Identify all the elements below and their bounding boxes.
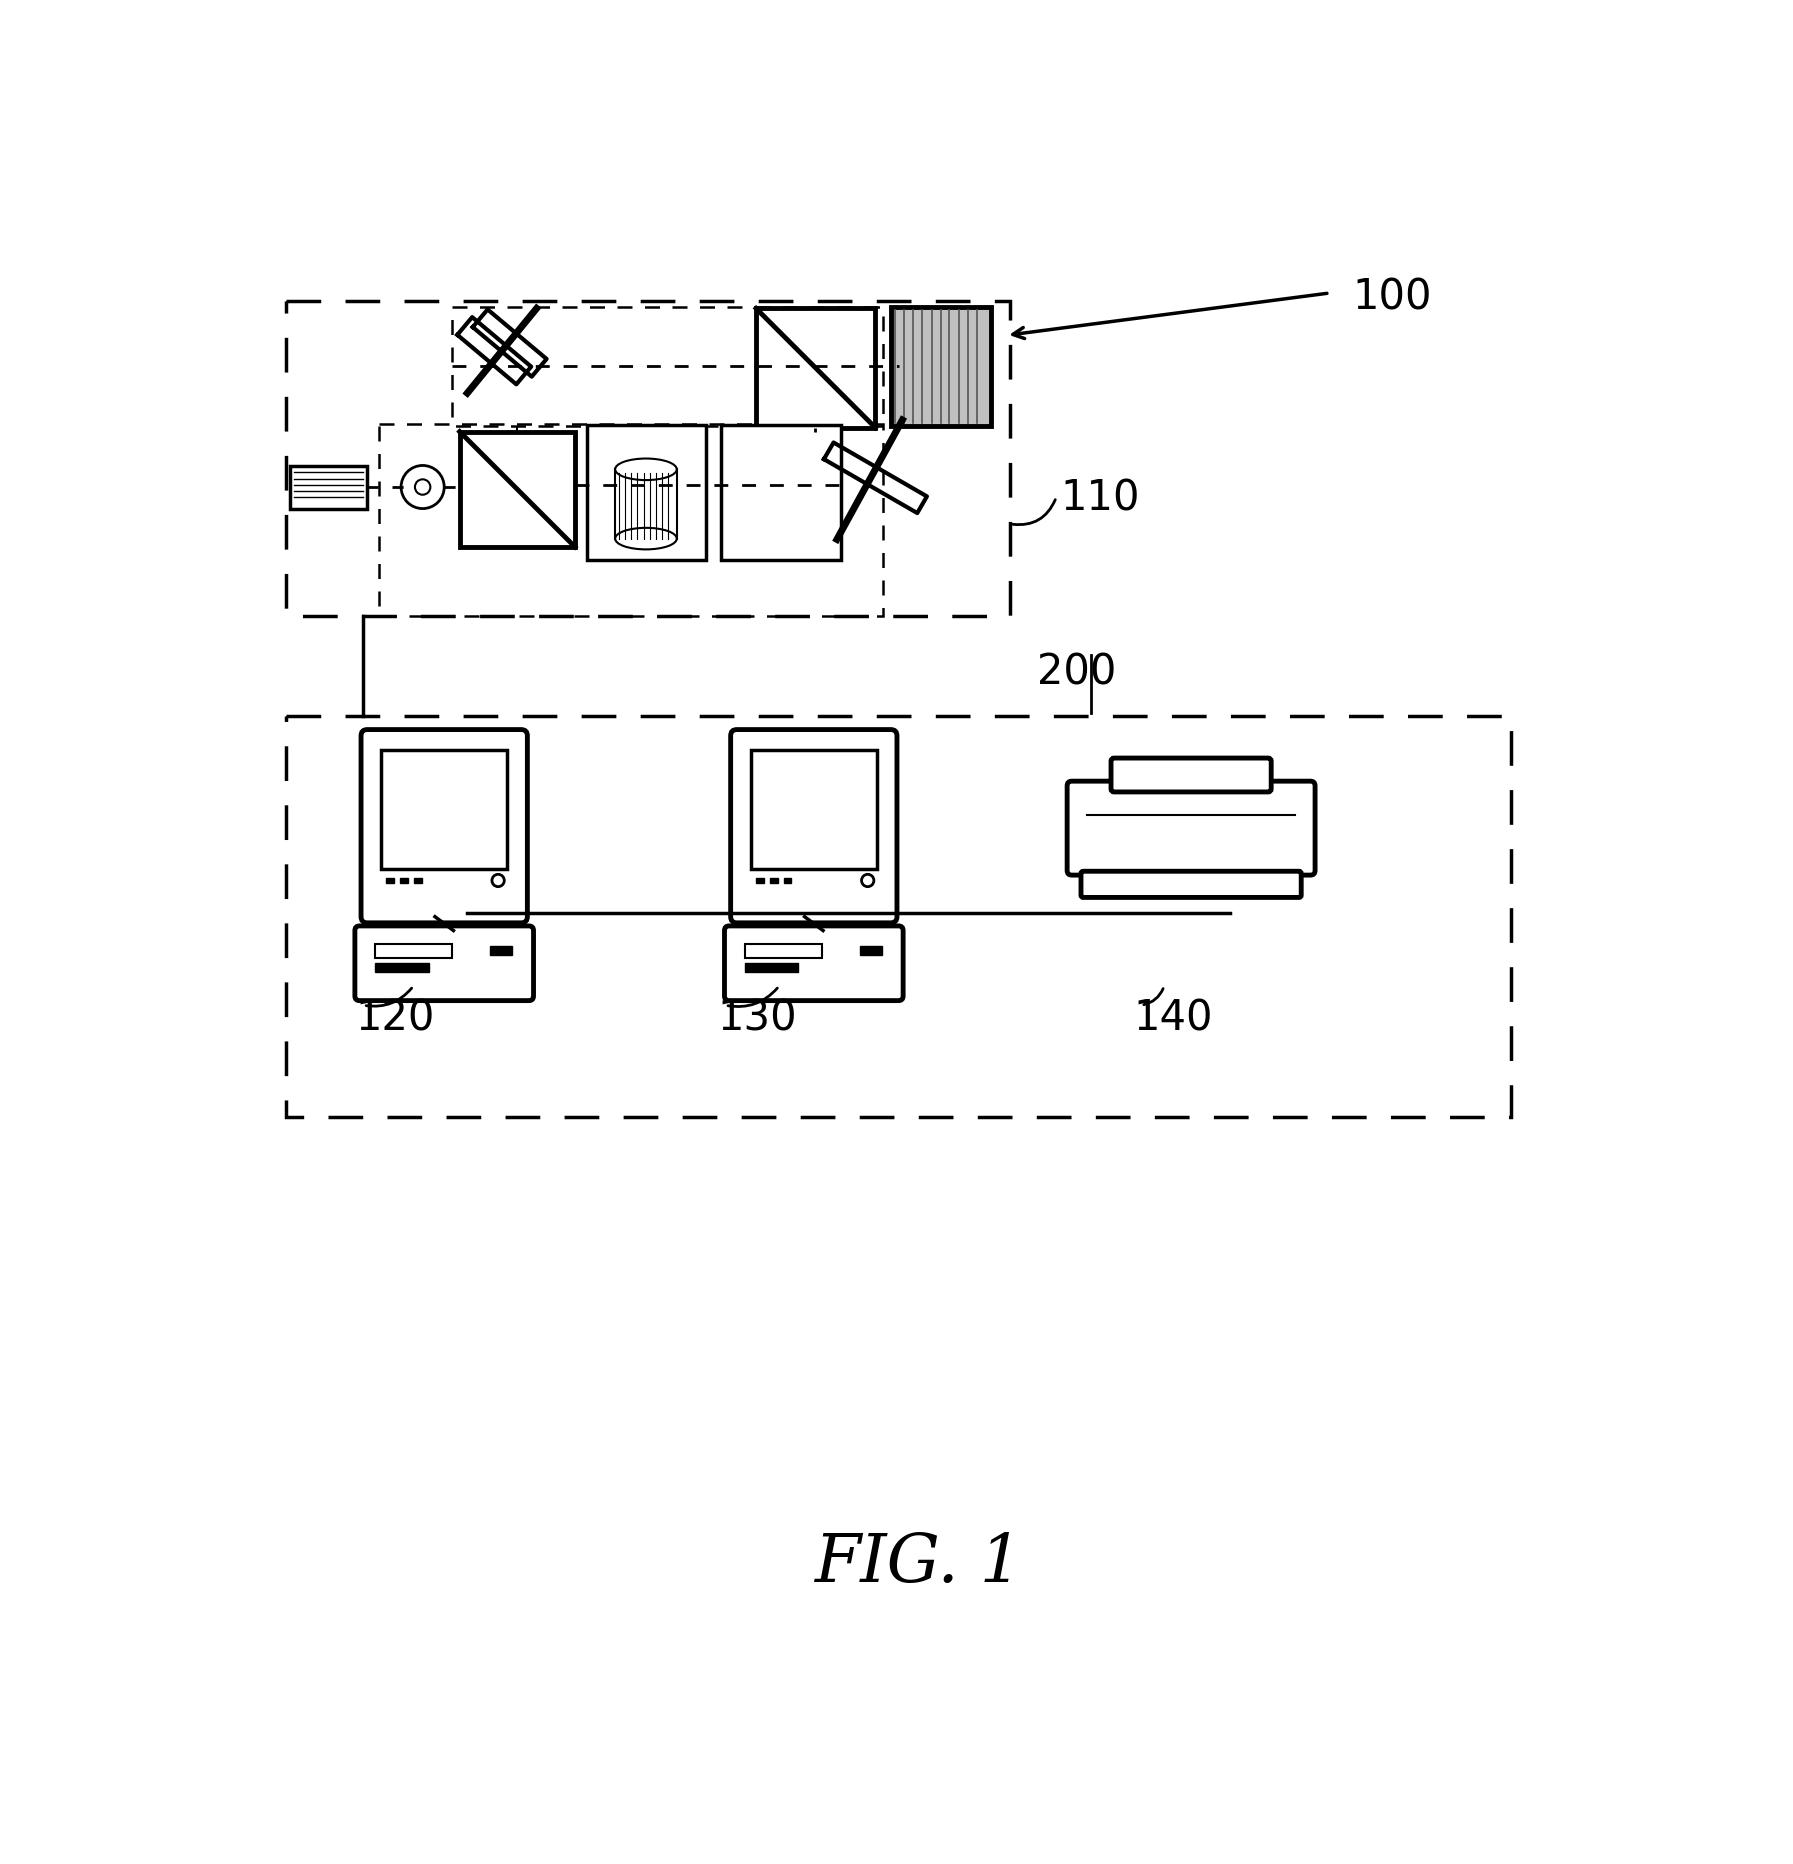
Bar — [378, 423, 884, 617]
Text: 200: 200 — [1036, 651, 1117, 693]
Bar — [375, 964, 429, 973]
Bar — [387, 878, 394, 884]
Circle shape — [414, 479, 430, 494]
Bar — [287, 716, 1511, 1117]
Bar — [459, 432, 576, 546]
Bar — [891, 308, 992, 427]
Text: 120: 120 — [355, 997, 436, 1040]
Bar — [382, 749, 507, 869]
Circle shape — [402, 466, 445, 509]
Bar — [861, 945, 882, 954]
FancyBboxPatch shape — [355, 926, 534, 1001]
Circle shape — [862, 874, 873, 887]
FancyBboxPatch shape — [1112, 759, 1271, 792]
FancyBboxPatch shape — [1081, 870, 1302, 897]
FancyBboxPatch shape — [724, 926, 904, 1001]
Ellipse shape — [615, 459, 676, 481]
FancyBboxPatch shape — [360, 729, 527, 923]
Bar — [586, 425, 706, 561]
Bar — [784, 878, 791, 884]
Circle shape — [491, 874, 504, 887]
Text: FIG. 1: FIG. 1 — [814, 1530, 1022, 1596]
Bar — [757, 878, 764, 884]
Text: 130: 130 — [717, 997, 798, 1040]
Text: 140: 140 — [1133, 997, 1212, 1040]
Text: 100: 100 — [1352, 276, 1433, 319]
Bar — [721, 425, 841, 561]
FancyBboxPatch shape — [1067, 781, 1314, 874]
Bar — [375, 945, 452, 958]
Bar — [751, 749, 877, 869]
Bar — [400, 878, 409, 884]
Bar — [769, 878, 778, 884]
Bar — [414, 878, 421, 884]
Bar — [452, 308, 884, 427]
Bar — [744, 964, 798, 973]
Text: 110: 110 — [1060, 477, 1140, 520]
Bar — [491, 945, 513, 954]
Bar — [744, 945, 821, 958]
Ellipse shape — [615, 528, 676, 550]
Bar — [287, 300, 1009, 617]
Bar — [290, 466, 368, 509]
FancyBboxPatch shape — [732, 729, 896, 923]
Bar — [757, 308, 875, 427]
